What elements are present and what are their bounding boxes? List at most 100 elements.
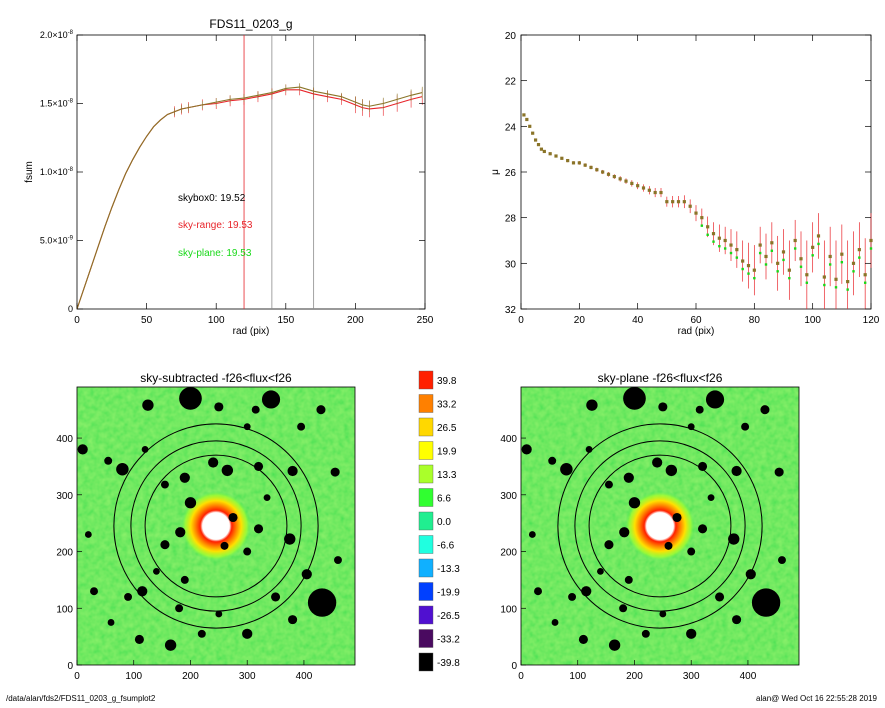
fsum-x-tick-label: 250 (417, 315, 434, 326)
star-mask (297, 422, 306, 431)
mu-point (764, 254, 768, 259)
mu-point-green (788, 276, 791, 280)
mu-y-tick-label: 24 (505, 122, 517, 133)
mu-point (533, 138, 538, 142)
star-mask (760, 405, 770, 415)
star-mask (548, 456, 557, 465)
mu-point (752, 268, 756, 272)
colorbar-swatch (418, 464, 434, 484)
mu-point (671, 200, 675, 204)
mu-point (624, 179, 628, 183)
mu-point (618, 177, 622, 181)
star-mask (330, 467, 340, 477)
star-mask (104, 456, 113, 465)
fsum-x-tick-label: 150 (277, 315, 294, 326)
star-mask (77, 444, 88, 455)
star-mask (586, 399, 598, 411)
mu-point-green (764, 263, 768, 266)
mu-point-green (828, 263, 832, 266)
star-mask (84, 531, 92, 538)
fsum-y-tick-label: 2.0×10-8 (40, 30, 74, 40)
mu-x-tick-label: 60 (690, 315, 702, 326)
star-mask (287, 465, 298, 477)
annulus-ring (130, 440, 302, 612)
colorbar-label: 13.3 (437, 470, 457, 481)
star-mask (301, 569, 312, 580)
mu-point (869, 238, 873, 243)
fsum-annotations: skybox0: 19.52 sky-range: 19.53 sky-plan… (178, 193, 253, 259)
annulus-ring (574, 440, 746, 612)
mu-point (525, 117, 529, 122)
mu-point (846, 280, 850, 284)
colorbar-label: -39.8 (437, 658, 460, 669)
star-mask (707, 494, 715, 502)
mu-point (554, 154, 558, 158)
star-mask (581, 586, 592, 597)
colorbar: 39.8 33.2 26.5 19.9 13.3 6.6 0.0 -6.6 -13.3 -19.9… (418, 370, 460, 672)
mu-point (729, 243, 733, 247)
mu-point (822, 275, 826, 279)
star-mask (741, 422, 750, 431)
star-mask (334, 556, 342, 565)
image-y-tick-label: 0 (511, 661, 517, 672)
colorbar-swatch (418, 394, 434, 413)
star-mask (774, 467, 784, 477)
fsum-vertical-lines (243, 35, 315, 309)
sky-plane-image (521, 387, 799, 665)
star-mask (271, 592, 281, 602)
image-y-tick-label: 200 (500, 548, 517, 559)
mu-plot-frame (520, 34, 872, 310)
sky-subtracted-title: sky-subtracted -f26<flux<f26 (140, 371, 292, 385)
star-mask (698, 524, 708, 534)
mu-point (688, 204, 692, 208)
image-x-tick-label: 200 (182, 671, 199, 682)
star-mask (608, 639, 621, 651)
star-mask (137, 586, 148, 597)
fsum-y-tick-label: 1.5×10-8 (40, 99, 74, 109)
star-mask (179, 472, 190, 483)
star-mask (284, 533, 296, 545)
colorbar-label: -6.6 (437, 541, 455, 552)
mu-x-tick-label: 0 (518, 315, 524, 326)
star-mask (687, 547, 696, 556)
star-mask (728, 533, 740, 545)
colorbar-swatch (418, 535, 434, 554)
mu-point (531, 131, 535, 135)
mu-point-green (840, 260, 844, 264)
mu-point (799, 257, 803, 261)
sky-subtracted-image (77, 387, 355, 665)
annotation-skybox0: skybox0: 19.52 (178, 193, 246, 204)
fsum-y-tick-label: 0 (68, 304, 73, 314)
mu-point (577, 161, 581, 165)
mu-point (793, 238, 797, 243)
star-mask (528, 531, 536, 538)
image-x-tick-label: 0 (518, 671, 524, 682)
fsum-x-ticks: 0 50 100 150 200 250 (74, 35, 434, 326)
fsum-title: FDS11_0203_g (209, 17, 292, 31)
star-mask (560, 463, 573, 476)
mu-point (665, 200, 669, 204)
image-y-tick-label: 300 (500, 491, 517, 502)
star-mask (160, 540, 170, 550)
star-mask (623, 387, 646, 410)
colorbar-label: -33.2 (437, 635, 460, 646)
colorbar-swatch (418, 652, 434, 672)
colorbar-label: 39.8 (437, 376, 457, 387)
mu-point (548, 152, 552, 156)
star-mask (251, 405, 260, 414)
annulus-ring (144, 454, 288, 598)
star-mask (731, 465, 742, 477)
star-mask (142, 399, 154, 411)
star-mask (732, 615, 742, 625)
colorbar-swatch (418, 441, 434, 460)
colorbar-swatch (418, 629, 434, 648)
star-mask (623, 472, 634, 483)
image-y-tick-label: 400 (500, 434, 517, 445)
mu-point-green (823, 283, 826, 287)
mu-point (606, 172, 611, 176)
sky-plane-y-ticks: 0 100 200 300 400 (500, 434, 526, 672)
star-mask (628, 497, 641, 509)
star-mask (652, 457, 663, 468)
fsum-x-tick-label: 50 (141, 315, 153, 326)
